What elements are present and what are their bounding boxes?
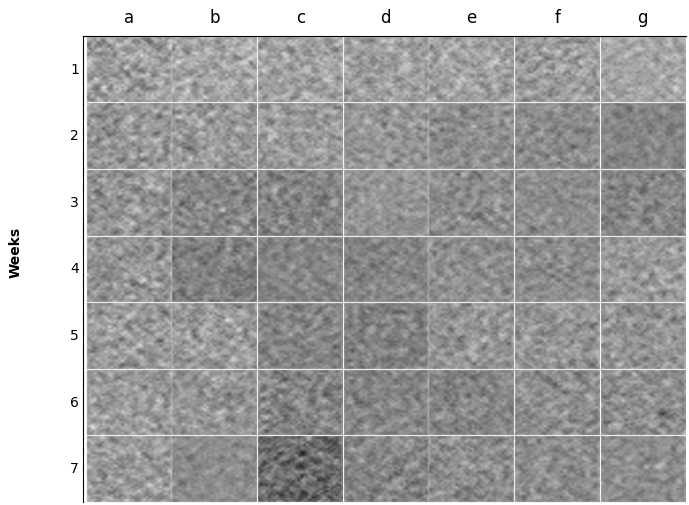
Text: f: f bbox=[554, 9, 560, 27]
Text: g: g bbox=[637, 9, 648, 27]
Text: 4: 4 bbox=[70, 263, 79, 276]
Text: 5: 5 bbox=[70, 329, 79, 343]
Text: e: e bbox=[466, 9, 477, 27]
Text: b: b bbox=[209, 9, 220, 27]
Text: Weeks: Weeks bbox=[8, 227, 22, 278]
Text: 3: 3 bbox=[70, 196, 79, 210]
Text: 2: 2 bbox=[70, 129, 79, 143]
Text: 6: 6 bbox=[70, 395, 79, 410]
Text: c: c bbox=[296, 9, 305, 27]
Text: 7: 7 bbox=[70, 462, 79, 476]
Text: a: a bbox=[124, 9, 134, 27]
Text: 1: 1 bbox=[70, 63, 79, 77]
Text: d: d bbox=[380, 9, 391, 27]
